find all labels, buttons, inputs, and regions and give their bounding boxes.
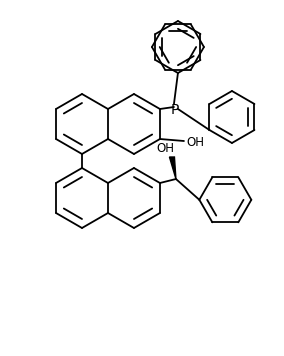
Text: OH: OH: [156, 141, 174, 155]
Text: OH: OH: [186, 136, 204, 148]
Polygon shape: [170, 157, 176, 179]
Text: P: P: [171, 103, 179, 117]
